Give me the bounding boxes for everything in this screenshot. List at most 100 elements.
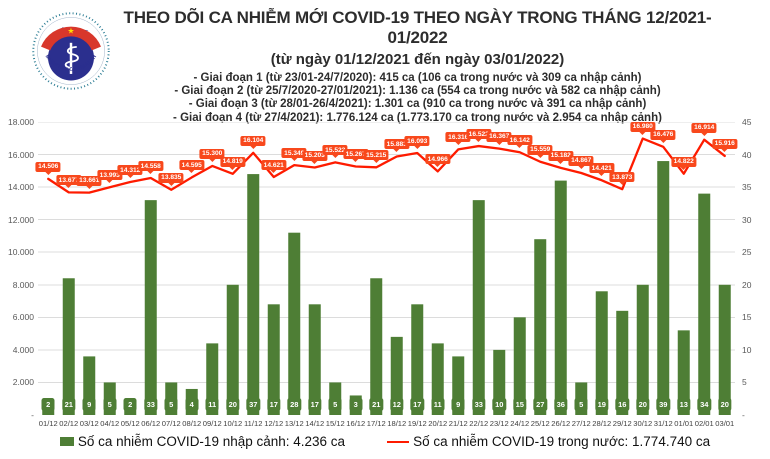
imported-cases-bar — [534, 239, 547, 415]
x-axis-date-label: 29/12 — [612, 419, 632, 428]
line-value-callout: 16.476 — [650, 129, 676, 143]
bar-value-chip: 20 — [636, 398, 650, 411]
left-axis-tick: - — [31, 410, 34, 420]
x-axis-date-label: 26/12 — [551, 419, 571, 428]
bar-value-chip: 10 — [492, 398, 506, 411]
imported-cases-bar — [616, 310, 629, 415]
bar-value-chip: 36 — [554, 398, 568, 411]
bar-value-chip: 5 — [103, 398, 117, 411]
line-value-callout: 16.914 — [691, 122, 717, 136]
imported-cases-bar — [370, 278, 383, 415]
bar-value-chip: 5 — [328, 398, 342, 411]
left-axis-tick: 2.000 — [12, 377, 34, 388]
bar-value-chip: 17 — [308, 398, 322, 411]
x-axis-date-label: 04/12 — [100, 419, 120, 428]
bar-value-chip: 39 — [656, 398, 670, 411]
legend-imported-label: Số ca nhiễm COVID-19 nhập cảnh: 4.236 ca — [77, 434, 346, 449]
x-axis-date-label: 11/12 — [244, 419, 263, 428]
chart-header: THEO DÕI CA NHIỄM MỚI COVID-19 THEO NGÀY… — [95, 8, 740, 125]
x-axis-date-label: 05/12 — [120, 419, 140, 428]
left-axis-tick: 8.000 — [12, 279, 34, 290]
legend-domestic-label: Số ca nhiễm COVID-19 trong nước: 1.774.7… — [413, 434, 711, 449]
x-axis-date-label: 12/12 — [264, 419, 284, 428]
line-value-callout: 15.182 — [548, 150, 574, 164]
bar-value-chip: 4 — [185, 398, 199, 411]
x-axis-date-label: 17/12 — [366, 419, 386, 428]
line-value-callout: 15.522 — [322, 145, 348, 159]
left-axis-tick: 16.000 — [8, 149, 34, 160]
bar-value-chip: 34 — [697, 398, 711, 411]
line-value-callout: 14.966 — [425, 154, 451, 168]
chart-subtitle: (từ ngày 01/12/2021 đến ngày 03/01/2022) — [270, 51, 565, 68]
plot-canvas — [38, 122, 735, 415]
line-value-callout: 14.595 — [179, 160, 205, 174]
x-axis-date-label: 01/12 — [38, 419, 58, 428]
bar-value-chip: 27 — [533, 398, 547, 411]
bar-value-chip: 9 — [451, 398, 465, 411]
star-icon: ★ — [67, 26, 74, 35]
imported-cases-bar — [267, 304, 280, 415]
chart-title: THEO DÕI CA NHIỄM MỚI COVID-19 THEO NGÀY… — [123, 8, 712, 47]
left-axis-tick: 10.000 — [8, 247, 34, 258]
bar-value-chip: 20 — [226, 398, 240, 411]
bar-value-chip: 19 — [595, 398, 609, 411]
bar-value-chip: 16 — [615, 398, 629, 411]
line-value-callout: 16.104 — [240, 135, 266, 149]
x-axis-date-label: 13/12 — [284, 419, 304, 428]
bar-value-chip: 17 — [410, 398, 424, 411]
imported-cases-bar — [226, 284, 239, 415]
bar-value-chip: 20 — [718, 398, 732, 411]
x-axis-date-label: 10/12 — [223, 419, 243, 428]
imported-cases-bar — [390, 336, 403, 415]
line-value-callout: 15.300 — [199, 148, 225, 162]
chart-legend: Số ca nhiễm COVID-19 nhập cảnh: 4.236 ca… — [0, 434, 770, 449]
bar-value-chip: 5 — [164, 398, 178, 411]
imported-cases-bar — [288, 232, 301, 415]
imported-cases-bar — [554, 180, 567, 415]
x-axis-date-label: 06/12 — [141, 419, 161, 428]
bar-value-chip: 21 — [62, 398, 76, 411]
x-axis-date-label: 24/12 — [510, 419, 530, 428]
bar-value-chip: 12 — [390, 398, 404, 411]
legend-line-swatch — [387, 440, 410, 443]
line-value-callout: 14.819 — [220, 156, 246, 170]
imported-cases-bar — [144, 200, 157, 415]
imported-cases-bar — [472, 200, 485, 415]
x-axis-date-label: 22/12 — [469, 419, 489, 428]
right-axis-tick: 45 — [742, 117, 752, 127]
line-value-callout: 14.822 — [671, 156, 697, 170]
bar-value-chip: 37 — [246, 398, 260, 411]
right-axis-tick: 35 — [742, 182, 752, 193]
right-axis-tick: 5 — [742, 377, 747, 388]
x-axis-date-label: 25/12 — [530, 419, 550, 428]
x-axis-date-label: 02/01 — [694, 419, 714, 428]
x-axis-date-label: 16/12 — [346, 419, 366, 428]
x-axis-date-label: 09/12 — [202, 419, 222, 428]
stage-1-summary: - Giai đoạn 1 (từ 23/01-24/7/2020): 415 … — [193, 72, 642, 84]
line-value-callout: 13.993 — [97, 170, 123, 184]
line-value-callout: 14.506 — [35, 161, 61, 175]
bar-value-chip: 11 — [205, 398, 219, 411]
x-axis-date-label: 15/12 — [325, 419, 345, 428]
right-axis-tick: 30 — [742, 214, 752, 225]
bar-value-chip: 17 — [267, 398, 281, 411]
left-axis-tick: 18.000 — [8, 117, 34, 127]
domestic-cases-line — [47, 137, 726, 194]
right-axis-tick: 10 — [742, 344, 752, 355]
asclepius-snake-icon — [64, 46, 79, 70]
x-axis-date-label: 20/12 — [428, 419, 448, 428]
bar-value-chip: 11 — [431, 398, 445, 411]
right-axis-tick: - — [742, 410, 745, 420]
bar-value-chip: 21 — [369, 398, 383, 411]
line-value-callout: 16.367 — [486, 131, 512, 145]
line-value-callout: 16.142 — [507, 135, 533, 149]
line-value-callout: 15.883 — [384, 139, 410, 153]
ministry-of-health-logo: BỘ Y TẾ ★ MINISTRY OF HEALTH — [32, 12, 110, 90]
x-axis-date-label: 27/12 — [571, 419, 591, 428]
imported-cases-bar — [62, 278, 75, 415]
right-axis-tick: 40 — [742, 149, 752, 160]
line-value-callout: 15.349 — [281, 148, 307, 162]
line-value-callout: 13.677 — [56, 175, 82, 189]
imported-cases-bar — [677, 330, 690, 415]
line-value-callout: 16.093 — [404, 136, 430, 150]
